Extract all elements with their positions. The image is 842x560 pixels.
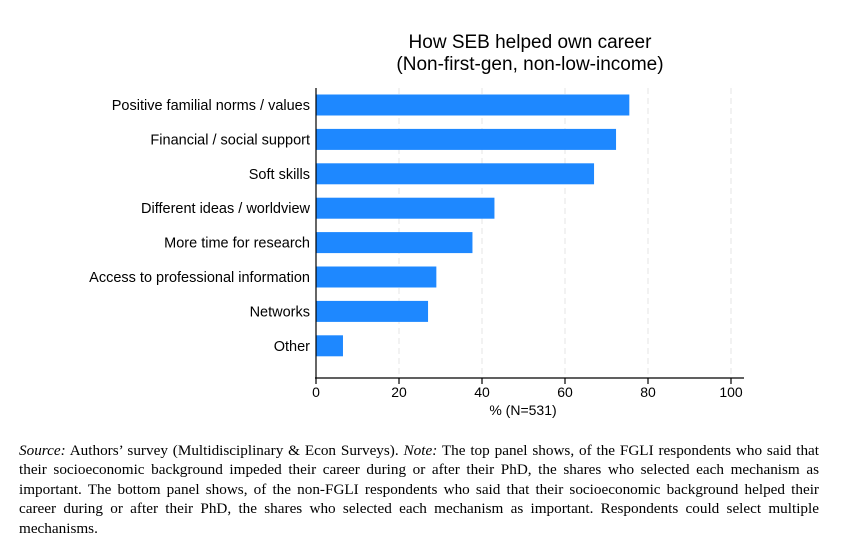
x-axis-label: % (N=531)	[489, 402, 556, 418]
x-tick-label: 80	[640, 384, 656, 400]
bar	[316, 266, 437, 288]
x-tick-label: 40	[474, 384, 490, 400]
chart-title: How SEB helped own career	[409, 32, 653, 53]
note-label: Note:	[403, 442, 438, 459]
x-tick-label: 100	[719, 384, 743, 400]
bar	[316, 94, 630, 116]
bar	[316, 163, 595, 185]
category-label: Other	[274, 339, 310, 355]
source-label: Source:	[19, 442, 66, 459]
chart-figure: How SEB helped own career (Non-first-gen…	[89, 32, 744, 418]
bar	[316, 128, 617, 150]
category-label: Financial / social support	[150, 132, 310, 148]
bar	[316, 300, 429, 322]
category-label: Positive familial norms / values	[112, 98, 310, 114]
category-label: More time for research	[164, 236, 310, 252]
bar-chart: How SEB helped own career (Non-first-gen…	[89, 32, 744, 418]
bar	[316, 335, 343, 357]
category-label: Access to professional information	[89, 270, 310, 286]
bar	[316, 197, 495, 219]
x-tick-label: 60	[557, 384, 573, 400]
x-axis: 0 20 40 60 80 100	[312, 88, 744, 400]
x-tick-label: 20	[391, 384, 407, 400]
x-tick-label: 0	[312, 384, 320, 400]
category-label: Soft skills	[249, 167, 310, 183]
bars	[316, 94, 630, 357]
figure-caption: Source: Authors’ survey (Multidisciplina…	[19, 441, 819, 538]
chart-subtitle: (Non-first-gen, non-low-income)	[396, 54, 663, 75]
category-label: Different ideas / worldview	[141, 201, 311, 217]
category-label: Networks	[250, 304, 310, 320]
bar	[316, 232, 473, 254]
source-text: Authors’ survey (Multidisciplinary & Eco…	[69, 442, 399, 459]
category-labels: Positive familial norms / values Financia…	[89, 98, 310, 355]
note-text: The top panel shows, of the FGLI respond…	[19, 442, 820, 537]
